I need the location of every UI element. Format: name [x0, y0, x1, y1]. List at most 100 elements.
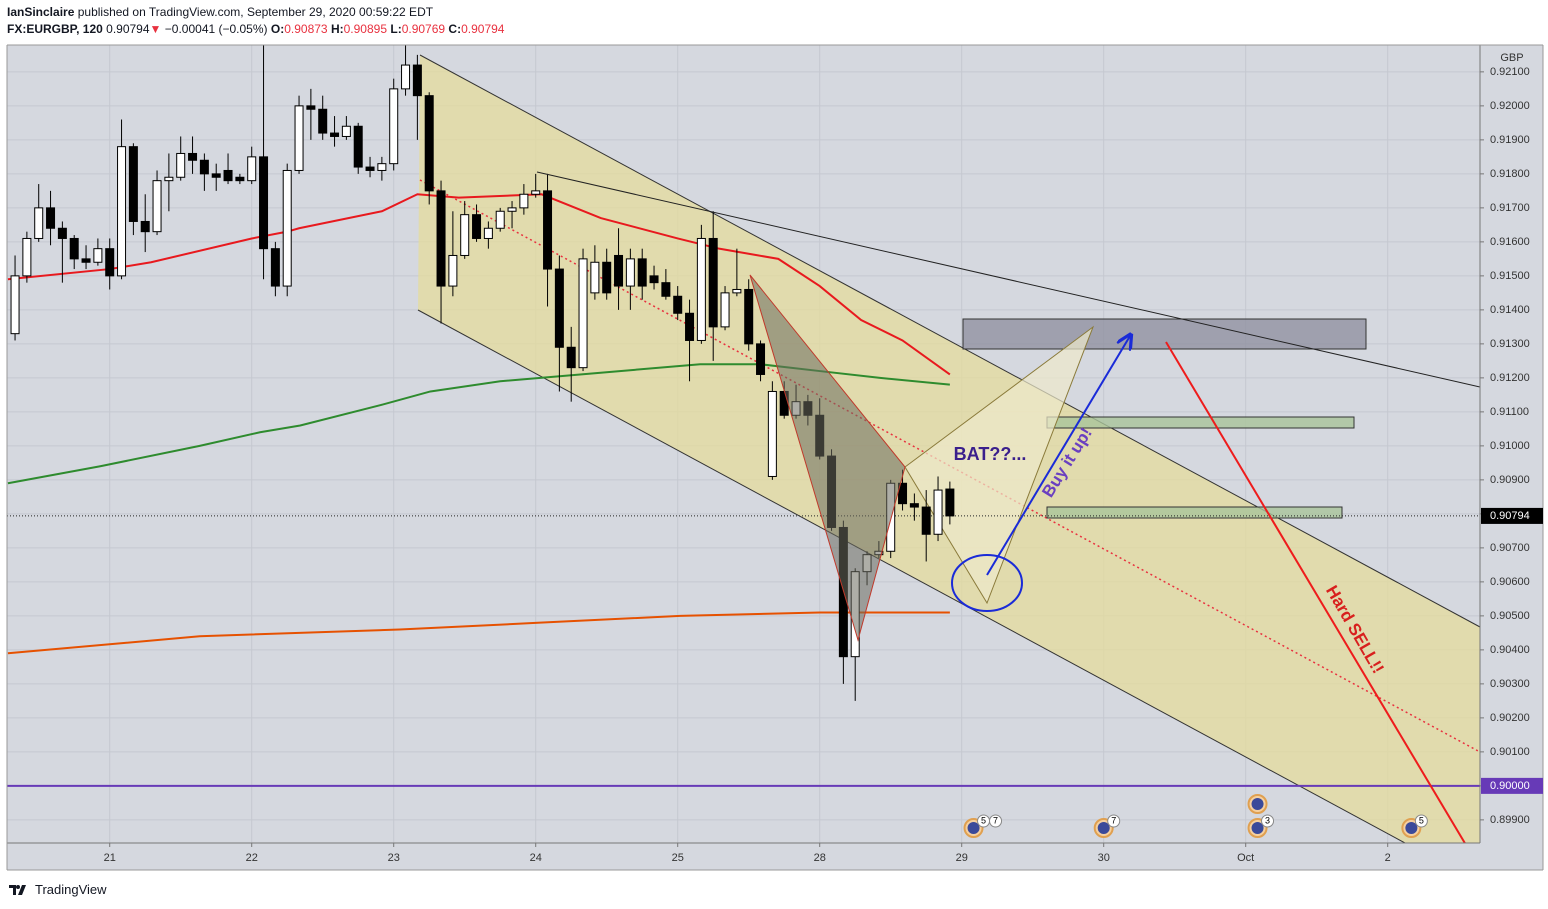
y-tick-label: 0.90300 — [1490, 678, 1530, 690]
candle-body — [945, 488, 955, 517]
ohlc-value: 0.90769 — [401, 22, 446, 36]
pattern-xab — [749, 274, 906, 642]
resistance-zone — [962, 318, 1367, 350]
pattern-label: BAT??... — [954, 444, 1027, 464]
candle-body — [720, 292, 730, 328]
candle-body — [22, 237, 32, 277]
candle-body — [507, 207, 517, 212]
time-axis-background — [7, 843, 1543, 870]
channel-top — [419, 54, 1480, 628]
y-tick-label: 0.91900 — [1490, 134, 1530, 146]
ohlc-label: L: — [390, 22, 402, 36]
candle-body — [625, 258, 635, 287]
y-tick-label: 0.90500 — [1490, 610, 1530, 622]
candle-body — [732, 288, 742, 294]
candle-body — [365, 166, 375, 171]
currency-label: GBP — [1500, 52, 1523, 64]
publish-line: IanSinclaire published on TradingView.co… — [7, 5, 433, 19]
candle-body — [436, 190, 446, 287]
candle-body — [259, 156, 269, 250]
x-tick-label: 23 — [388, 852, 400, 864]
candle-body — [756, 343, 766, 375]
event-badge — [989, 814, 1003, 828]
ohlc-value: 0.90794 — [461, 22, 505, 36]
buy-arrow — [986, 336, 1130, 576]
candle-body — [673, 295, 683, 314]
event-count: 3 — [1265, 815, 1270, 825]
candle-body — [341, 125, 351, 137]
candle-body — [412, 64, 422, 97]
candle-body — [188, 152, 198, 161]
candle-body — [614, 254, 624, 287]
event-count: 5 — [1419, 815, 1424, 825]
footer-text: TradingView — [35, 882, 107, 897]
candle-body — [389, 88, 399, 165]
arrow: ▼ — [149, 22, 162, 36]
symbol-line: FX:EURGBP, 120 0.90794▼ −0.00041 (−0.05%… — [7, 22, 504, 36]
target-zone — [1046, 416, 1355, 429]
ohlc-label: H: — [330, 22, 344, 36]
candle-body — [34, 207, 44, 239]
candle-body — [318, 108, 328, 134]
event-count: 5 — [981, 815, 986, 825]
x-tick-label: 28 — [814, 852, 826, 864]
y-tick-label: 0.92100 — [1490, 66, 1530, 78]
event-badge — [1261, 814, 1275, 828]
candle-body — [448, 254, 458, 287]
symbol: FX:EURGBP, 120 — [7, 22, 103, 36]
candle-body — [330, 132, 340, 137]
candle-body — [649, 275, 659, 284]
moving-average — [7, 193, 951, 376]
price-line-label: 0.90000 — [1490, 780, 1530, 792]
candle-body — [282, 169, 292, 287]
candle-body — [401, 64, 411, 90]
event-icon-inner — [967, 822, 980, 834]
event-badge — [1107, 814, 1121, 828]
sell-arrow — [1165, 341, 1466, 843]
published: published on TradingView.com, September … — [77, 5, 434, 19]
ohlc-label: O: — [270, 22, 285, 36]
y-tick-label: 0.91100 — [1490, 406, 1529, 418]
event-icon-inner — [1097, 822, 1110, 834]
candle-body — [472, 214, 482, 239]
ohlc-value: 0.90895 — [343, 22, 388, 36]
candle-body — [483, 227, 493, 239]
candle-body — [531, 190, 541, 195]
x-tick-label: 24 — [530, 852, 542, 864]
change: −0.00041 (−0.05%) — [164, 22, 268, 36]
candle-body — [590, 261, 600, 294]
candle-body — [306, 105, 316, 110]
candle-body — [933, 489, 943, 535]
candle-body — [519, 193, 529, 209]
candle-body — [69, 237, 79, 260]
event-count: 7 — [1111, 815, 1116, 825]
y-tick-label: 0.90400 — [1490, 644, 1530, 656]
candle-body — [353, 125, 363, 168]
candle-body — [637, 258, 647, 287]
candle-body — [708, 237, 718, 328]
ohlc: O:0.90873 H:0.90895 L:0.90769 C:0.90794 — [271, 22, 505, 36]
x-tick-label: 22 — [246, 852, 258, 864]
y-tick-label: 0.90900 — [1490, 474, 1530, 486]
y-tick-label: 0.91800 — [1490, 168, 1530, 180]
x-tick-label: 30 — [1098, 852, 1110, 864]
channel-bottom — [417, 309, 1406, 843]
candle-body — [495, 210, 505, 229]
moving-average — [7, 611, 950, 655]
ohlc-label: C: — [448, 22, 462, 36]
price-axis-background — [1480, 45, 1543, 843]
x-tick-label: 29 — [956, 852, 968, 864]
candle-body — [424, 95, 434, 192]
trend-line — [536, 171, 1480, 388]
last: 0.90794 — [106, 22, 150, 36]
candle-body — [270, 248, 280, 287]
event-badge — [1414, 814, 1428, 828]
event-count: 7 — [993, 815, 998, 825]
y-tick-label: 0.90600 — [1490, 576, 1530, 588]
price-line-box — [1481, 777, 1543, 794]
candle-body — [152, 180, 162, 233]
x-tick-label: 21 — [104, 852, 116, 864]
candle-body — [211, 173, 221, 178]
logo — [9, 884, 26, 895]
